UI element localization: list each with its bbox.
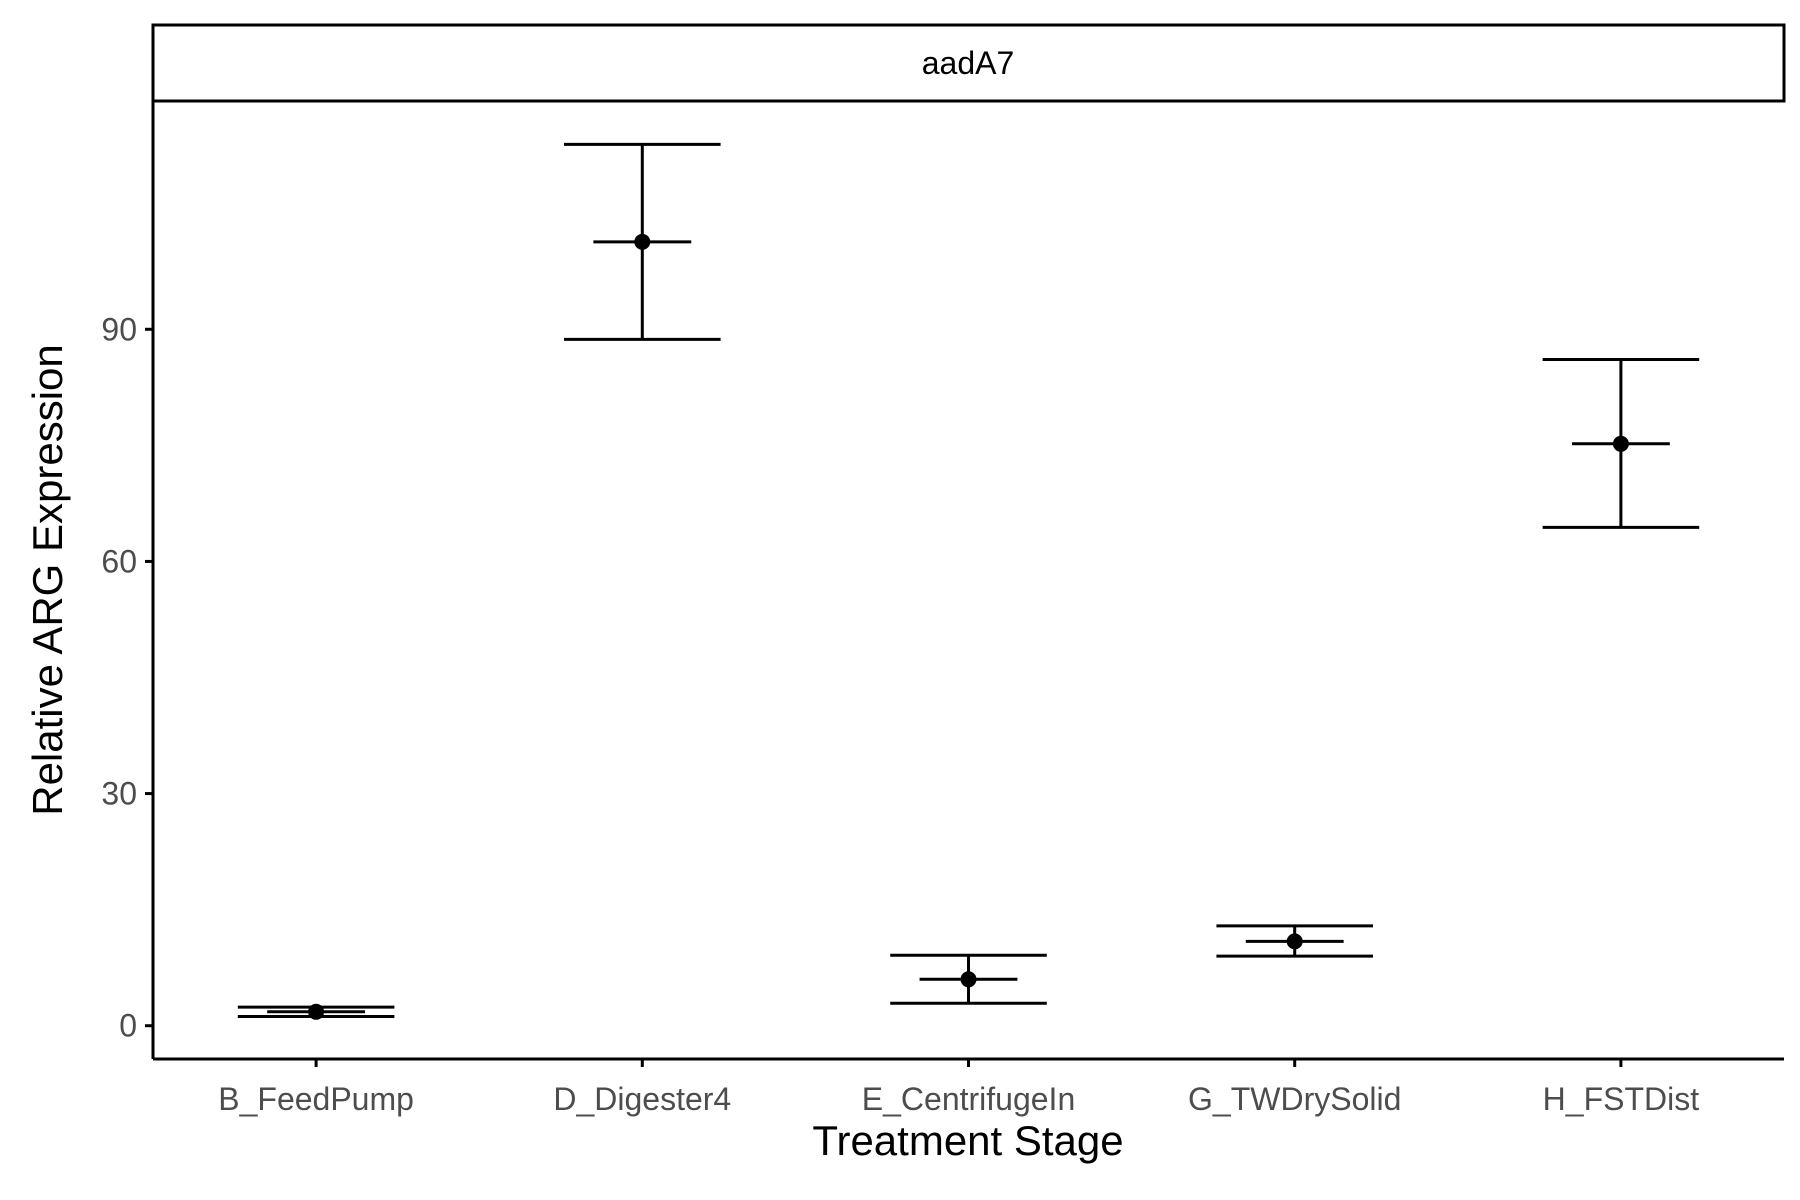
x-tick-label: G_TWDrySolid bbox=[1188, 1081, 1401, 1117]
data-point bbox=[960, 971, 977, 988]
data-point bbox=[634, 233, 651, 250]
y-tick-label: 60 bbox=[101, 543, 137, 579]
x-tick-label: E_CentrifugeIn bbox=[862, 1081, 1075, 1117]
facet-strip bbox=[151, 23, 1786, 103]
data-point bbox=[308, 1003, 325, 1020]
data-point bbox=[1286, 933, 1303, 950]
x-axis-title: Treatment Stage bbox=[812, 1117, 1123, 1164]
x-axis-ticks: B_FeedPump D_Digester4 E_CentrifugeIn G_TWD… bbox=[218, 1059, 1699, 1117]
x-tick-label: B_FeedPump bbox=[218, 1081, 414, 1117]
facet-label: aadA7 bbox=[922, 45, 1015, 81]
y-axis-ticks: 0 30 60 90 bbox=[101, 311, 153, 1044]
data-marks bbox=[237, 142, 1700, 1020]
data-point bbox=[1612, 435, 1629, 452]
x-tick-label: D_Digester4 bbox=[553, 1081, 731, 1117]
y-tick-label: 30 bbox=[101, 776, 137, 812]
y-axis-title: Relative ARG Expression bbox=[24, 344, 71, 816]
y-tick-label: 0 bbox=[119, 1008, 137, 1044]
y-tick-label: 90 bbox=[101, 311, 137, 347]
x-tick-label: H_FSTDist bbox=[1543, 1081, 1700, 1117]
